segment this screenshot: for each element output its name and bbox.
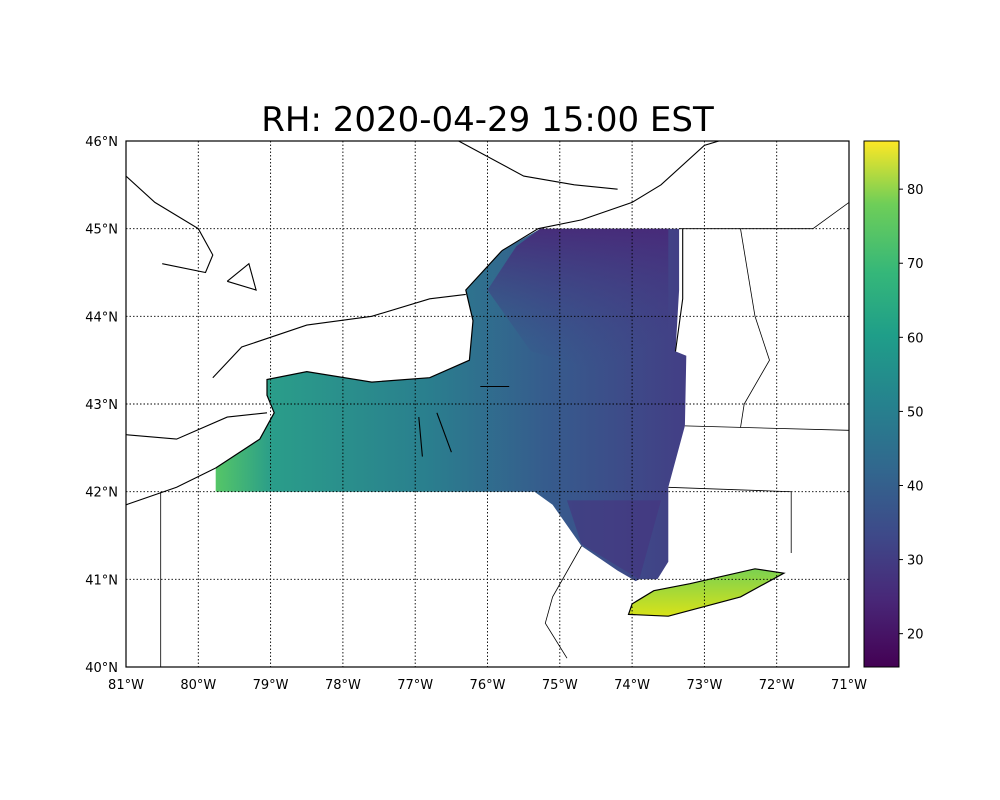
long-island-rh-field (628, 568, 784, 617)
seneca-lake (418, 417, 423, 457)
colorbar-tick-label: 30 (907, 554, 924, 569)
lake-erie-south-shore (126, 467, 216, 506)
colorbar-tick-label: 40 (907, 479, 924, 494)
lon-tick-label: 73°W (686, 678, 722, 693)
ma-border (684, 425, 849, 431)
colorbar (863, 140, 900, 668)
lon-tick-label: 71°W (831, 678, 867, 693)
lat-tick-label: 46°N (85, 135, 118, 150)
lon-tick-label: 78°W (325, 678, 361, 693)
ottawa-river (458, 141, 618, 190)
ct-border (668, 486, 792, 553)
lake-erie-north-shore (126, 412, 268, 440)
lake-ontario-south-shore (215, 250, 503, 469)
lake-simcoe (226, 262, 257, 291)
lon-tick-label: 81°W (108, 678, 144, 693)
lon-tick-label: 80°W (180, 678, 216, 693)
colorbar-tick-label: 80 (907, 183, 924, 198)
hudson-valley-low-rh-region (567, 500, 661, 580)
lon-tick-label: 76°W (470, 678, 506, 693)
lat-tick-label: 40°N (85, 661, 118, 676)
lat-tick-label: 45°N (85, 223, 118, 238)
map-frame (125, 140, 850, 668)
lon-tick-label: 77°W (397, 678, 433, 693)
colorbar-tick-label: 70 (907, 257, 924, 272)
lon-tick-label: 72°W (759, 678, 795, 693)
colorbar-tick-label: 20 (907, 628, 924, 643)
vt-nh-border (740, 228, 770, 428)
colorbar-tick-label: 60 (907, 331, 924, 346)
lon-tick-label: 79°W (253, 678, 289, 693)
lon-tick-label: 75°W (542, 678, 578, 693)
cayuga-lake (436, 412, 452, 453)
map-title: RH: 2020-04-29 15:00 EST (261, 100, 714, 140)
lat-tick-label: 43°N (85, 398, 118, 413)
nj-border (544, 545, 582, 659)
lat-tick-label: 42°N (85, 486, 118, 501)
colorbar-tick-label: 50 (907, 405, 924, 420)
long-island-coastline (627, 568, 786, 617)
lake-ontario-north-shore (212, 293, 466, 379)
lon-tick-label: 74°W (614, 678, 650, 693)
lat-tick-label: 41°N (85, 573, 118, 588)
adirondack-low-rh-region (487, 228, 669, 369)
lat-tick-label: 44°N (85, 310, 118, 325)
georgian-bay-shore (126, 175, 214, 274)
lake-champlain (674, 228, 684, 352)
